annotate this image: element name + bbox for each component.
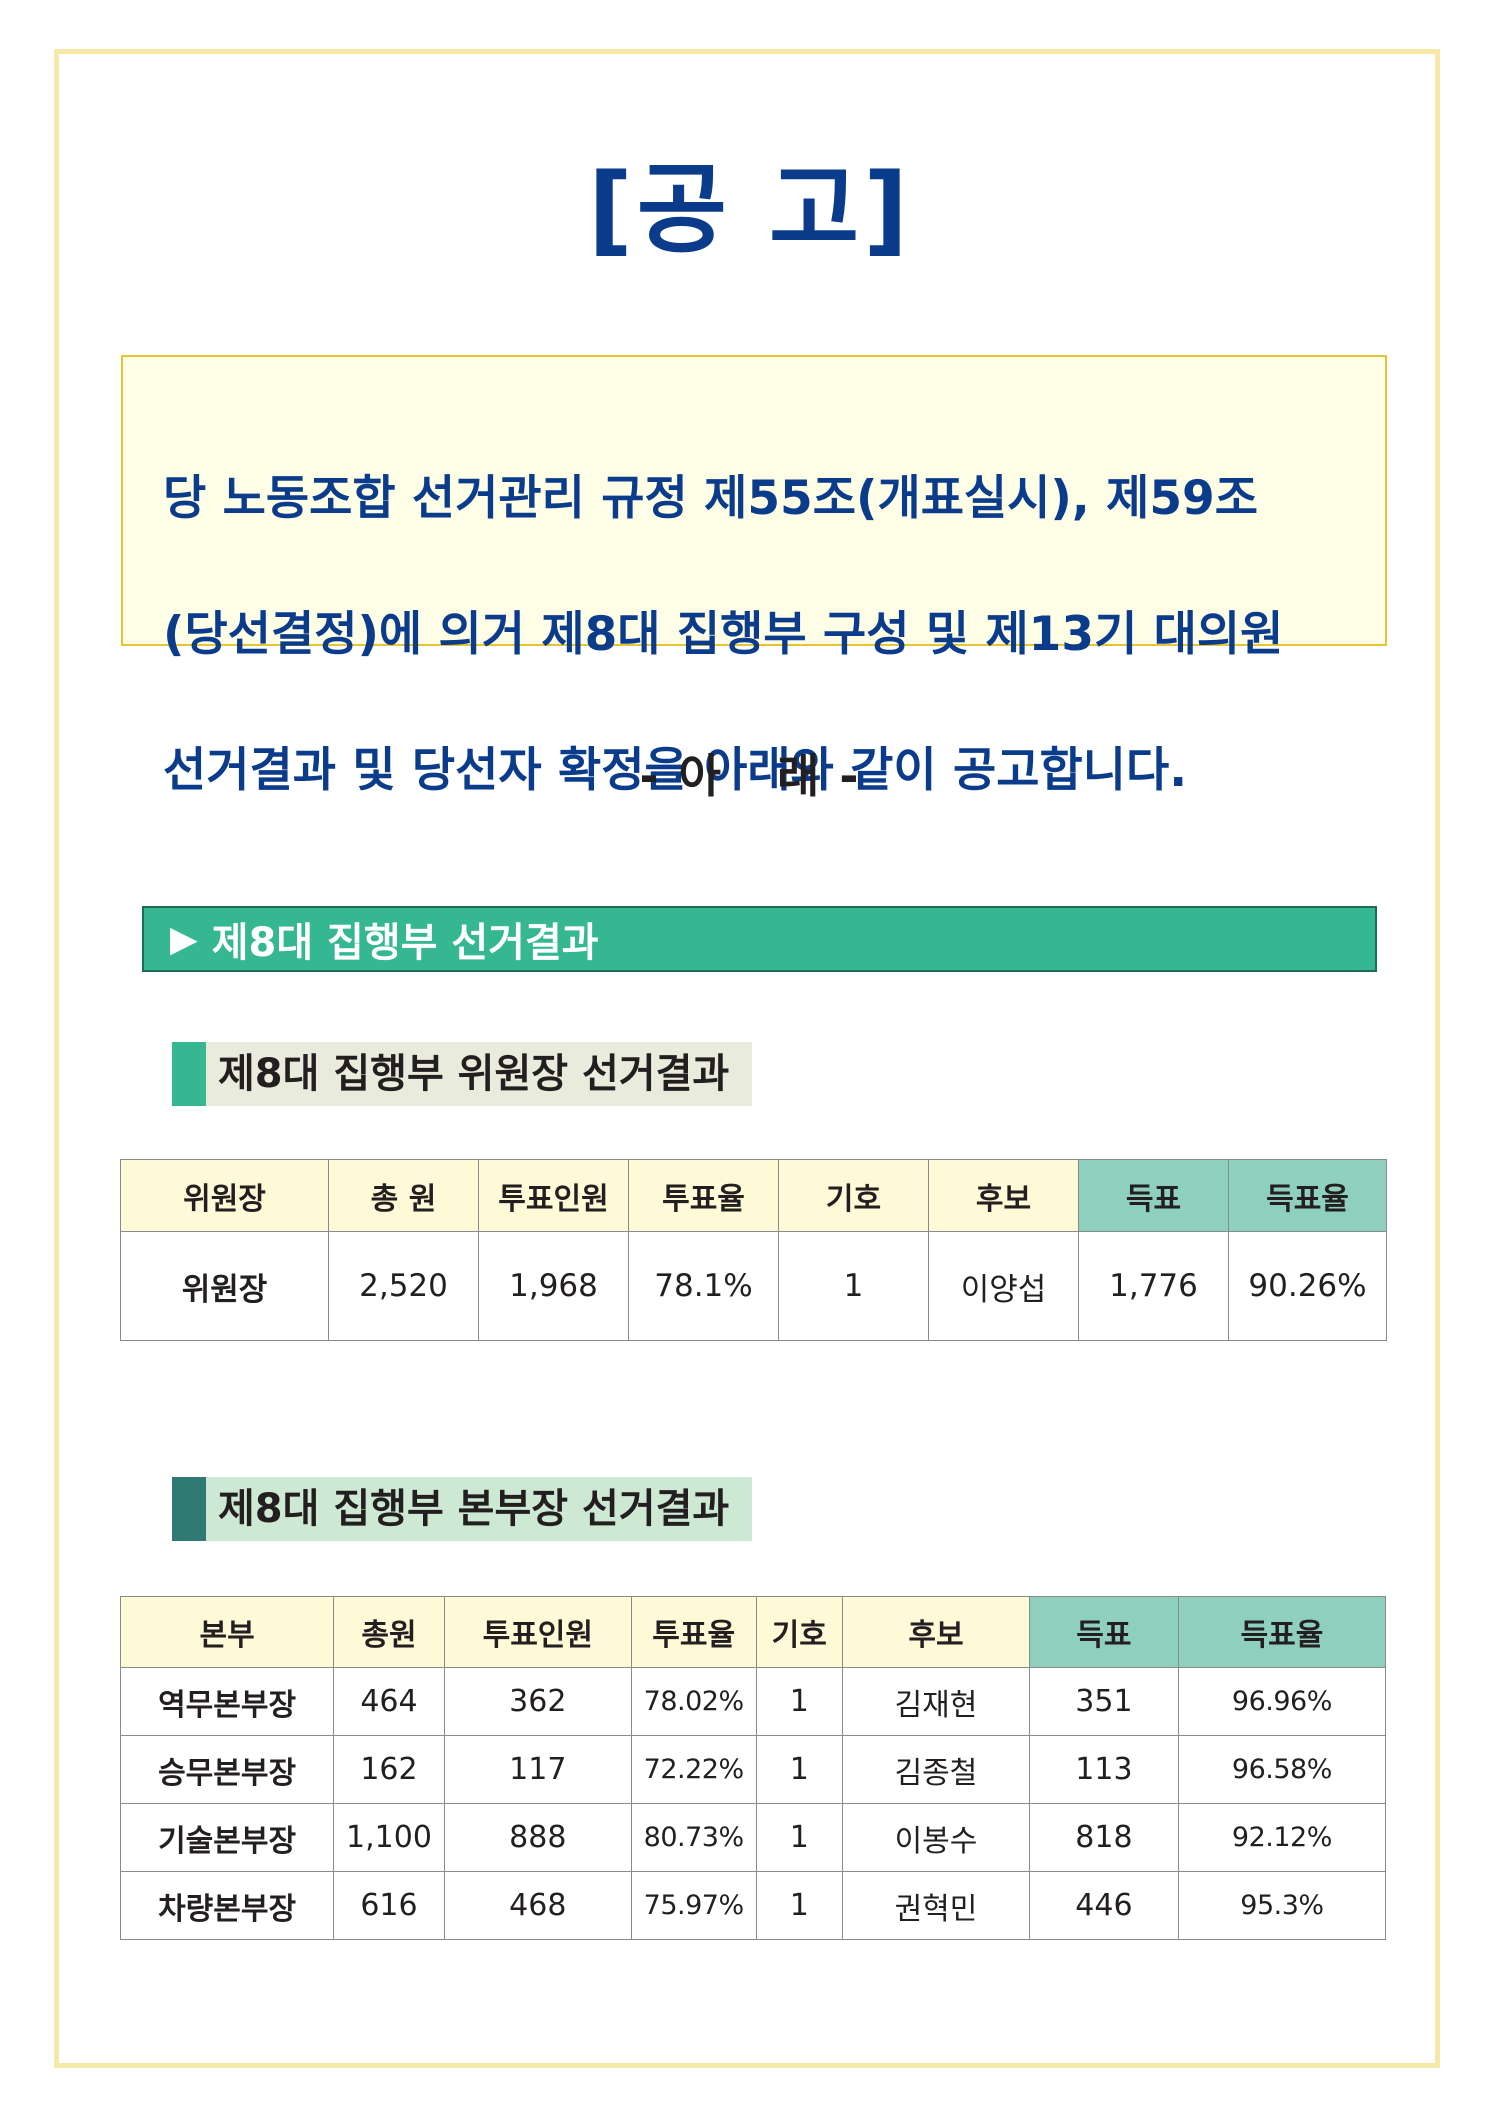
table-cell: 1	[778, 1231, 929, 1341]
chairman-heading: 제8대 집행부 위원장 선거결과	[172, 1042, 752, 1106]
table-cell: 888	[443, 1803, 632, 1872]
table-cell: 승무본부장	[119, 1735, 335, 1804]
table-cell: 362	[443, 1667, 632, 1736]
table-row: 기술본부장 1,100 888 80.73% 1 이봉수 818 92.12%	[119, 1803, 1387, 1872]
table-row: 위원장 2,520 1,968 78.1% 1 이양섭 1,776 90.26%	[120, 1231, 1387, 1341]
table-cell: 75.97%	[630, 1871, 757, 1940]
header-cell: 본부	[119, 1596, 335, 1668]
header-cell: 기호	[755, 1596, 843, 1668]
table-cell: 351	[1029, 1667, 1179, 1736]
table-cell: 80.73%	[630, 1803, 757, 1872]
table-cell: 818	[1029, 1803, 1179, 1872]
section-title: 제8대 집행부 선거결과	[211, 920, 599, 966]
page-border	[54, 49, 1440, 2068]
table-cell: 이봉수	[841, 1803, 1031, 1872]
header-cell: 투표인원	[443, 1596, 632, 1668]
table-cell: 78.02%	[630, 1667, 757, 1736]
table-cell: 차량본부장	[119, 1871, 335, 1940]
table-cell: 1,776	[1078, 1231, 1229, 1341]
table-cell: 1	[755, 1803, 843, 1872]
chairman-heading-label: 제8대 집행부 위원장 선거결과	[206, 1042, 752, 1106]
table-cell: 616	[333, 1871, 445, 1940]
notice-line: 당 노동조합 선거관리 규정 제55조(개표실시), 제59조	[163, 471, 1258, 526]
division-heading-label: 제8대 집행부 본부장 선거결과	[206, 1477, 752, 1541]
header-cell: 투표인원	[478, 1159, 629, 1232]
table-cell: 1,100	[333, 1803, 445, 1872]
header-cell: 투표율	[628, 1159, 779, 1232]
table-cell: 김종철	[841, 1735, 1031, 1804]
table-cell: 1	[755, 1735, 843, 1804]
notice-text: 당 노동조합 선거관리 규정 제55조(개표실시), 제59조 (당선결정)에 …	[163, 397, 1345, 873]
notice-box: 당 노동조합 선거관리 규정 제55조(개표실시), 제59조 (당선결정)에 …	[121, 355, 1387, 798]
table-row: 승무본부장 162 117 72.22% 1 김종철 113 96.58%	[119, 1735, 1387, 1804]
header-cell: 득표율	[1228, 1159, 1387, 1232]
header-cell: 총 원	[328, 1159, 479, 1232]
table-cell: 위원장	[120, 1231, 329, 1341]
below-heading: - 아 래 -	[639, 749, 861, 803]
table-cell: 90.26%	[1228, 1231, 1387, 1341]
table-row: 차량본부장 616 468 75.97% 1 권혁민 446 95.3%	[119, 1871, 1387, 1940]
header-cell: 후보	[841, 1596, 1031, 1668]
table-cell: 2,520	[328, 1231, 479, 1341]
table-cell: 이양섭	[928, 1231, 1079, 1341]
table-cell: 162	[333, 1735, 445, 1804]
table-cell: 78.1%	[628, 1231, 779, 1341]
page-title: [공 고]	[587, 153, 913, 267]
division-heading: 제8대 집행부 본부장 선거결과	[172, 1477, 752, 1541]
table-cell: 1,968	[478, 1231, 629, 1341]
header-cell: 득표	[1078, 1159, 1229, 1232]
heading-accent	[172, 1042, 206, 1106]
table-row: 역무본부장 464 362 78.02% 1 김재현 351 96.96%	[119, 1667, 1387, 1736]
table-cell: 96.58%	[1177, 1735, 1387, 1804]
header-cell: 득표	[1029, 1596, 1179, 1668]
table-cell: 446	[1029, 1871, 1179, 1940]
table-cell: 92.12%	[1177, 1803, 1387, 1872]
table-cell: 권혁민	[841, 1871, 1031, 1940]
header-cell: 기호	[778, 1159, 929, 1232]
header-cell: 투표율	[630, 1596, 757, 1668]
heading-accent	[172, 1477, 206, 1541]
header-cell: 후보	[928, 1159, 1079, 1232]
table-cell: 113	[1029, 1735, 1179, 1804]
division-results-table: 본부 총원 투표인원 투표율 기호 후보 득표 득표율 역무본부장 464 36…	[119, 1596, 1387, 1940]
table-header-row: 위원장 총 원 투표인원 투표율 기호 후보 득표 득표율	[120, 1159, 1387, 1232]
table-cell: 95.3%	[1177, 1871, 1387, 1940]
header-cell: 득표율	[1177, 1596, 1387, 1668]
table-cell: 김재현	[841, 1667, 1031, 1736]
table-cell: 464	[333, 1667, 445, 1736]
table-cell: 기술본부장	[119, 1803, 335, 1872]
section-bar: ▶ 제8대 집행부 선거결과	[142, 906, 1377, 972]
table-cell: 역무본부장	[119, 1667, 335, 1736]
table-header-row: 본부 총원 투표인원 투표율 기호 후보 득표 득표율	[119, 1596, 1387, 1668]
notice-line: 선거결과 및 당선자 확정을 아래와 같이 공고합니다.	[163, 743, 1188, 798]
table-cell: 1	[755, 1667, 843, 1736]
triangle-right-icon: ▶	[170, 918, 198, 960]
notice-line: (당선결정)에 의거 제8대 집행부 구성 및 제13기 대의원	[163, 607, 1284, 662]
table-cell: 468	[443, 1871, 632, 1940]
chairman-results-table: 위원장 총 원 투표인원 투표율 기호 후보 득표 득표율 위원장 2,520 …	[120, 1159, 1387, 1341]
header-cell: 총원	[333, 1596, 445, 1668]
table-cell: 72.22%	[630, 1735, 757, 1804]
table-cell: 96.96%	[1177, 1667, 1387, 1736]
table-cell: 1	[755, 1871, 843, 1940]
table-cell: 117	[443, 1735, 632, 1804]
header-cell: 위원장	[120, 1159, 329, 1232]
